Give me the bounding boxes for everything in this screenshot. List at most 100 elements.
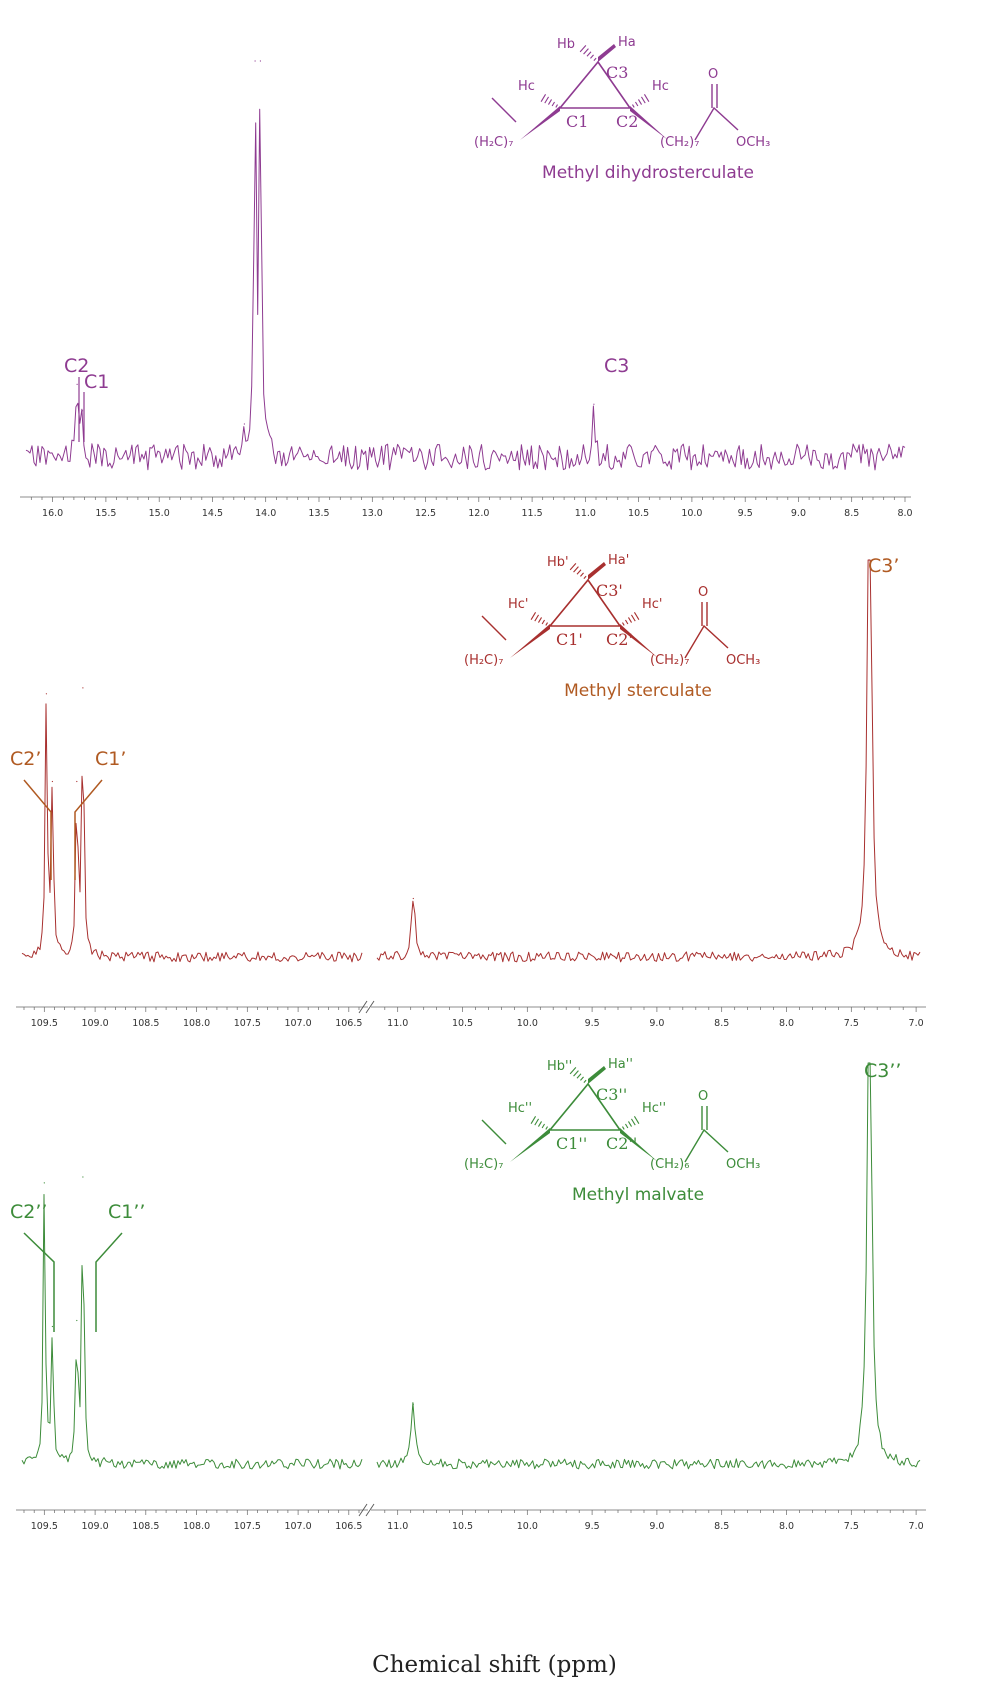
cyclopropane-ring xyxy=(548,1082,622,1131)
x-tick-label: 7.5 xyxy=(844,1018,859,1029)
x-tick-label: 108.0 xyxy=(183,1521,210,1532)
peak-label-c2: C2’’ xyxy=(10,1201,55,1332)
x-axis: 109.5 109.0 108.5 108.0 107.5 107.0 106.5 11.0 1… xyxy=(16,1000,926,1029)
x-tick-label: 14.5 xyxy=(202,508,223,519)
peak-point xyxy=(254,60,256,62)
peak-point xyxy=(51,780,54,783)
ester-label: OCH₃ xyxy=(726,1157,760,1172)
peak-label-c3: C3 xyxy=(604,355,629,377)
hashed-bond xyxy=(579,45,587,53)
hashed-bond xyxy=(627,1121,633,1127)
x-tick-label: 7.0 xyxy=(909,1018,924,1029)
x-tick-label: 8.5 xyxy=(714,1521,729,1532)
hashed-bond xyxy=(569,1067,577,1075)
x-tick-label: 107.0 xyxy=(284,1018,311,1029)
x-tick-label: 11.0 xyxy=(387,1018,408,1029)
x-tick-label: 106.5 xyxy=(335,1018,362,1029)
wedge-bond xyxy=(630,106,668,140)
peak-label-c3: C3’ xyxy=(868,555,899,577)
peak-label-bracket xyxy=(74,779,103,880)
atom-label-o: O xyxy=(698,1089,708,1104)
hashed-bond xyxy=(632,104,635,108)
x-tick-label: 15.0 xyxy=(149,508,170,519)
atom-label-hb: Hb'' xyxy=(547,1059,572,1074)
compound-name: Methyl sterculate xyxy=(564,681,712,701)
spectrum-trace-segment-1 xyxy=(21,703,363,963)
x-axis-title: Chemical shift (ppm) xyxy=(372,1652,617,1678)
peak-label-c3: C3’’ xyxy=(864,1060,901,1082)
x-tick-label: 11.0 xyxy=(387,1521,408,1532)
hashed-bond xyxy=(583,48,589,55)
x-tick-label: 8.0 xyxy=(779,1018,794,1029)
atom-label-ha: Ha xyxy=(618,35,636,50)
x-tick-label: 107.5 xyxy=(234,1521,261,1532)
peak-point xyxy=(593,403,595,405)
x-tick-label: 10.5 xyxy=(452,1018,473,1029)
atom-label-hb: Hb' xyxy=(547,555,569,570)
spectrum-trace-segment-1 xyxy=(21,1194,363,1470)
x-tick-label: 109.0 xyxy=(81,1018,108,1029)
peak-label-text: C1’ xyxy=(95,748,126,770)
x-tick-label: 7.5 xyxy=(844,1521,859,1532)
atom-label-hc-right: Hc xyxy=(652,79,669,94)
peak-label-text: C1’’ xyxy=(108,1201,145,1223)
x-tick-label: 10.0 xyxy=(517,1018,538,1029)
x-tick-label: 16.0 xyxy=(42,508,63,519)
peak-label-c2: C2 xyxy=(64,355,89,442)
peak-label-bracket xyxy=(23,779,52,880)
hashed-bond xyxy=(593,57,597,61)
peak-label-text: C2’ xyxy=(10,748,41,770)
x-tick-label: 109.5 xyxy=(31,1521,58,1532)
hashed-bond xyxy=(630,1118,636,1126)
hashed-bond xyxy=(622,622,625,626)
atom-label-c1: C1' xyxy=(556,630,583,649)
hashed-bond xyxy=(547,99,553,105)
x-tick-label: 106.5 xyxy=(335,1521,362,1532)
x-tick-label: 12.0 xyxy=(468,508,489,519)
x-tick-label: 8.5 xyxy=(714,1018,729,1029)
atom-label-c1: C1 xyxy=(566,112,588,131)
ester-bonds xyxy=(684,1128,729,1163)
peak-point xyxy=(81,410,84,412)
chain-label-left: (H₂C)₇ xyxy=(464,653,503,668)
peak-label-text: C2 xyxy=(64,355,89,377)
hashed-bond xyxy=(640,96,646,104)
x-tick-label: 107.0 xyxy=(284,1521,311,1532)
spectrum-panel-2: 109.5 109.0 108.5 108.0 107.5 107.0 106.5 11.0 1… xyxy=(10,553,926,1029)
hashed-bond xyxy=(576,1073,582,1079)
x-tick-label: 109.0 xyxy=(81,1521,108,1532)
chemical-structure: Hb Ha C3 Hc Hc C1 C2 (H₂C)₇ (CH₂)₇ O OCH₃ Methyl di… xyxy=(474,35,770,183)
hashed-bond xyxy=(580,1076,584,1081)
hashed-bond xyxy=(537,617,543,623)
x-axis: 109.5 109.0 108.5 108.0 107.5 107.0 106.5 11.0 1… xyxy=(16,1503,926,1532)
ester-label: OCH₃ xyxy=(736,135,770,150)
hashed-bond xyxy=(624,1123,629,1129)
hashed-bond xyxy=(540,94,547,102)
chain-label-left: (H₂C)₇ xyxy=(474,135,513,150)
hashed-bond xyxy=(544,96,550,104)
peak-label-text: C3’’ xyxy=(864,1060,901,1082)
x-tick-label: 7.0 xyxy=(909,1521,924,1532)
hashed-bond xyxy=(586,51,592,57)
chemical-structure: Hb'' Ha'' C3'' Hc'' Hc'' C1'' C2'' (H₂C)₇ (CH₂)₆… xyxy=(464,1057,760,1205)
axis-break-mark xyxy=(365,1000,375,1014)
wedge-bond xyxy=(620,624,658,658)
x-tick-label: 13.5 xyxy=(308,508,329,519)
chain-label-left: (H₂C)₇ xyxy=(464,1157,503,1172)
cyclopropane-ring xyxy=(558,60,632,109)
x-tick-label: 14.0 xyxy=(255,508,276,519)
wedge-bond xyxy=(588,562,606,580)
hashed-bond xyxy=(637,99,643,105)
x-tick-label: 10.0 xyxy=(517,1521,538,1532)
hashed-bond xyxy=(590,54,594,59)
hashed-bond xyxy=(576,569,582,575)
atom-label-c1: C1'' xyxy=(556,1134,587,1153)
peak-point xyxy=(76,383,78,385)
x-tick-label: 9.0 xyxy=(649,1521,664,1532)
peak-label-c1: C1’’ xyxy=(95,1201,145,1332)
x-tick-label: 12.5 xyxy=(415,508,436,519)
peak-point xyxy=(412,897,414,900)
axis-break-mark xyxy=(358,1000,368,1014)
peak-point xyxy=(43,1182,45,1184)
